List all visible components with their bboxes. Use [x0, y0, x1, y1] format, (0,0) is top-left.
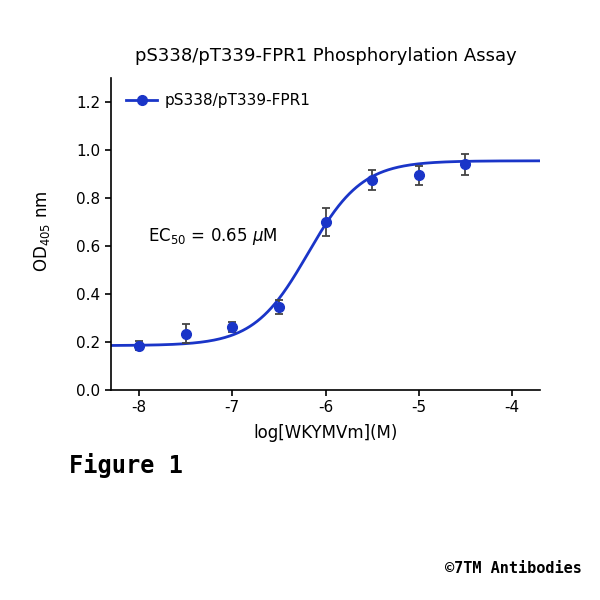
- Title: pS338/pT339-FPR1 Phosphorylation Assay: pS338/pT339-FPR1 Phosphorylation Assay: [134, 47, 517, 65]
- Legend: pS338/pT339-FPR1: pS338/pT339-FPR1: [119, 86, 318, 116]
- Text: EC$_{50}$ = 0.65 $\mu$M: EC$_{50}$ = 0.65 $\mu$M: [148, 226, 278, 247]
- X-axis label: log[WKYMVm](M): log[WKYMVm](M): [253, 424, 398, 442]
- Text: ©7TM Antibodies: ©7TM Antibodies: [445, 561, 582, 576]
- Text: OD$_{405}$ nm: OD$_{405}$ nm: [32, 190, 52, 272]
- Text: Figure 1: Figure 1: [69, 453, 183, 478]
